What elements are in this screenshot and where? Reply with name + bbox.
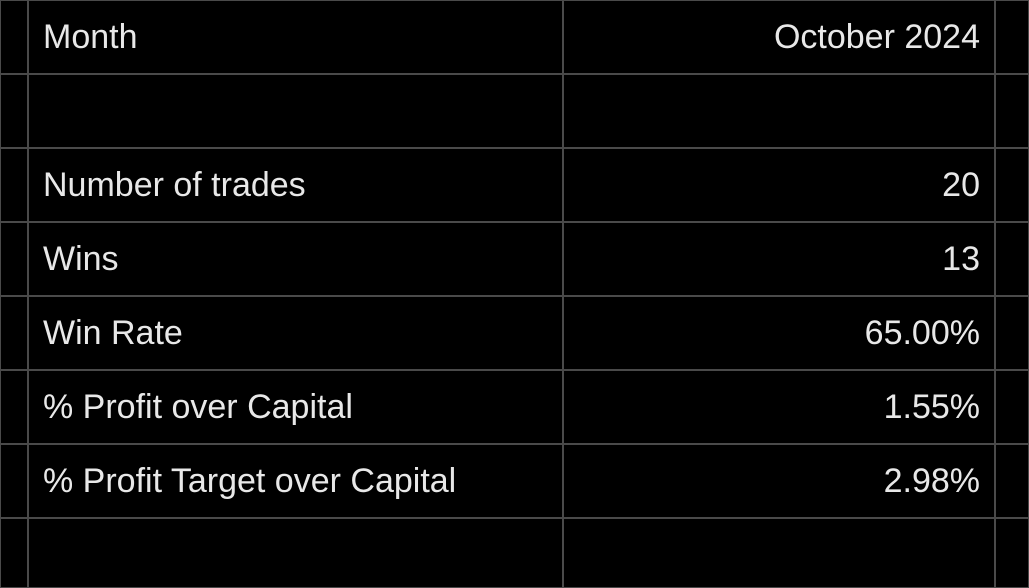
- label-cell-profit-target[interactable]: % Profit Target over Capital: [28, 444, 563, 518]
- label-cell-profit[interactable]: % Profit over Capital: [28, 370, 563, 444]
- edge-cell[interactable]: [0, 148, 28, 222]
- edge-cell[interactable]: [0, 222, 28, 296]
- edge-cell[interactable]: [0, 370, 28, 444]
- empty-cell[interactable]: [563, 518, 995, 588]
- edge-cell[interactable]: [995, 518, 1029, 588]
- label-cell-winrate[interactable]: Win Rate: [28, 296, 563, 370]
- value-cell-wins[interactable]: 13: [563, 222, 995, 296]
- spreadsheet-grid: Month October 2024 Number of trades 20 W…: [0, 0, 1029, 588]
- value-cell-winrate[interactable]: 65.00%: [563, 296, 995, 370]
- empty-cell[interactable]: [28, 74, 563, 148]
- edge-cell[interactable]: [0, 518, 28, 588]
- value-cell-month[interactable]: October 2024: [563, 0, 995, 74]
- edge-cell[interactable]: [995, 444, 1029, 518]
- value-cell-profit[interactable]: 1.55%: [563, 370, 995, 444]
- edge-cell[interactable]: [995, 0, 1029, 74]
- label-cell-wins[interactable]: Wins: [28, 222, 563, 296]
- value-cell-trades[interactable]: 20: [563, 148, 995, 222]
- empty-cell[interactable]: [28, 518, 563, 588]
- value-cell-profit-target[interactable]: 2.98%: [563, 444, 995, 518]
- edge-cell[interactable]: [0, 296, 28, 370]
- edge-cell[interactable]: [0, 0, 28, 74]
- label-cell-month[interactable]: Month: [28, 0, 563, 74]
- edge-cell[interactable]: [995, 148, 1029, 222]
- edge-cell[interactable]: [0, 444, 28, 518]
- empty-cell[interactable]: [563, 74, 995, 148]
- edge-cell[interactable]: [995, 222, 1029, 296]
- edge-cell[interactable]: [995, 370, 1029, 444]
- label-cell-trades[interactable]: Number of trades: [28, 148, 563, 222]
- edge-cell[interactable]: [995, 296, 1029, 370]
- edge-cell[interactable]: [0, 74, 28, 148]
- edge-cell[interactable]: [995, 74, 1029, 148]
